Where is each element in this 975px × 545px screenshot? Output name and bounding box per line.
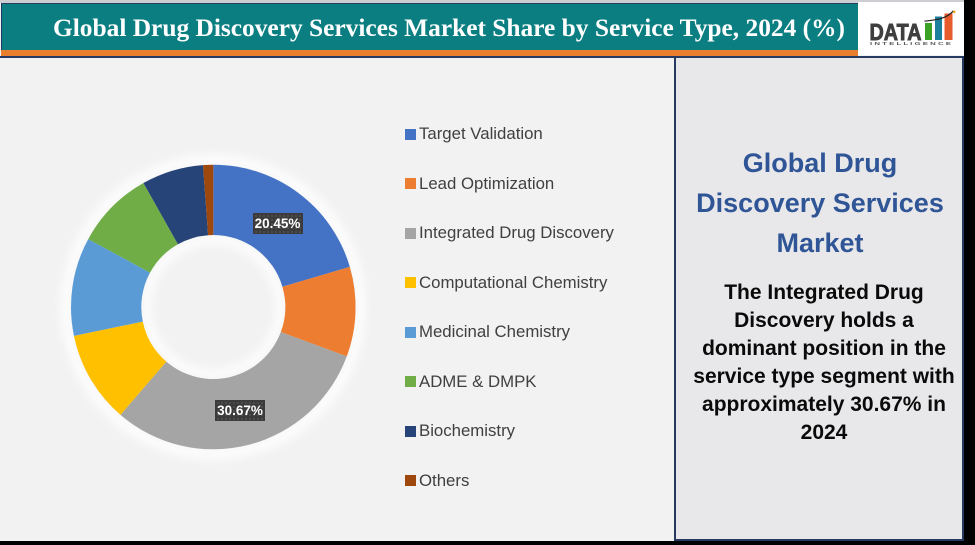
svg-text:I N T E L L I G E N C E: I N T E L L I G E N C E xyxy=(870,41,951,46)
svg-text:DATA: DATA xyxy=(870,19,922,45)
